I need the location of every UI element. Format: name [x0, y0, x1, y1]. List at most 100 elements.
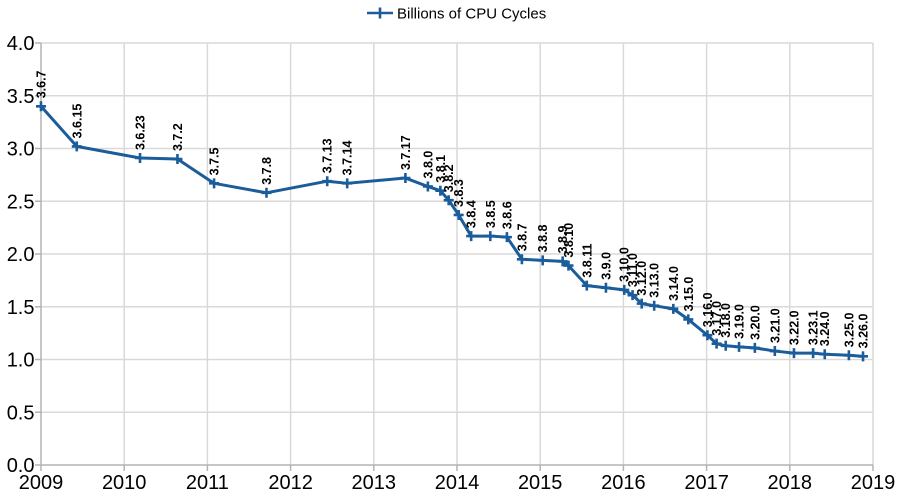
data-point-label: 3.7.2 [171, 123, 185, 151]
plus-marker-icon [720, 340, 731, 351]
data-point-label: 3.7.5 [208, 147, 222, 175]
x-axis-tick-label: 2011 [186, 472, 229, 494]
plus-marker-icon [557, 256, 568, 267]
plus-marker-icon [422, 181, 433, 192]
y-axis-tick-label: 0.0 [7, 455, 35, 477]
plus-marker-icon [808, 348, 819, 359]
plus-marker-icon [322, 176, 333, 187]
data-point-label: 3.15.0 [682, 277, 696, 312]
data-point-label: 3.7.8 [260, 157, 274, 185]
data-point-label: 3.26.0 [857, 314, 871, 349]
data-point-labels: 3.6.7 3.6.15 3.6.23 3.7.2 3.7.5 3.7.8 3.7.13 3.… [35, 70, 871, 348]
y-axis-tick-label: 2.0 [7, 244, 35, 266]
plus-marker-icon [627, 290, 638, 301]
data-point-label: 3.17.0 [710, 301, 724, 336]
data-point-label: 3.14.0 [667, 266, 681, 301]
x-axis-tick-labels: 2009 2010 2011 2012 2013 2014 2015 2016 2017 2018… [19, 472, 896, 494]
data-point-label: 3.16.0 [701, 292, 715, 327]
axes [35, 42, 874, 471]
plus-marker-icon [261, 187, 272, 198]
data-point-label: 3.8.8 [536, 224, 550, 252]
y-axis-tick-label: 1.5 [7, 297, 35, 319]
data-point-label: 3.7.13 [321, 138, 335, 173]
data-point-label: 3.22.0 [787, 310, 801, 345]
plus-marker-icon [435, 185, 446, 196]
plus-marker-icon [563, 260, 574, 271]
plus-marker-icon [858, 351, 869, 362]
data-point-label: 3.6.15 [70, 104, 84, 139]
plus-marker-icon [769, 346, 780, 357]
plus-marker-icon [600, 282, 611, 293]
plus-marker-icon [734, 341, 745, 352]
plus-marker-icon [581, 280, 592, 291]
data-point-label: 3.8.0 [421, 151, 435, 179]
data-point-label: 3.18.0 [719, 303, 733, 338]
plus-marker-icon [209, 178, 220, 189]
x-axis-tick-label: 2018 [768, 472, 813, 494]
plus-marker-icon [342, 178, 353, 189]
plus-marker-icon [843, 350, 854, 361]
plus-marker-icon [711, 338, 722, 349]
data-point-label: 3.8.3 [452, 179, 466, 207]
data-point-label: 3.8.11 [580, 244, 594, 278]
data-point-markers [36, 101, 869, 362]
plus-marker-icon [819, 349, 830, 360]
plus-marker-icon [135, 152, 146, 163]
plus-marker-icon [400, 173, 411, 184]
data-point-label: 3.12.0 [635, 261, 649, 296]
plus-marker-icon [443, 195, 454, 206]
plus-marker-icon [683, 314, 694, 325]
data-point-label: 3.8.2 [442, 164, 456, 192]
x-axis-tick-label: 2014 [435, 472, 480, 494]
data-point-label: 3.8.7 [515, 223, 529, 251]
plus-marker-icon [36, 101, 46, 112]
data-point-label: 3.23.1 [807, 310, 821, 345]
plus-marker-icon [501, 232, 512, 243]
data-point-label: 3.21.0 [768, 308, 782, 343]
data-point-label: 3.8.1 [434, 155, 448, 183]
plus-marker-icon [668, 303, 679, 314]
data-point-label: 3.7.14 [341, 141, 355, 176]
plus-marker-icon [466, 231, 477, 242]
data-point-label: 3.9.0 [599, 252, 613, 280]
plus-marker-icon [619, 284, 630, 295]
data-point-label: 3.20.0 [748, 305, 762, 340]
y-axis-tick-label: 2.5 [7, 191, 35, 213]
data-point-label: 3.24.0 [818, 311, 832, 346]
x-axis-tick-label: 2010 [102, 472, 147, 494]
data-point-label: 3.11.0 [626, 253, 640, 287]
legend: Billions of CPU Cycles [367, 6, 546, 23]
y-axis-tick-label: 4.0 [7, 33, 35, 55]
plus-marker-icon [485, 231, 496, 242]
plus-marker-icon [71, 141, 82, 152]
y-axis-tick-label: 3.0 [7, 139, 35, 161]
data-point-label: 3.10.0 [618, 247, 632, 282]
data-point-label: 3.25.0 [842, 312, 856, 347]
data-point-label: 3.8.6 [500, 201, 514, 229]
data-point-label: 3.19.0 [733, 304, 747, 339]
x-axis-tick-label: 2009 [19, 472, 64, 494]
data-point-label: 3.8.9 [556, 226, 570, 254]
plus-marker-icon [516, 254, 527, 265]
data-point-label: 3.8.5 [484, 200, 498, 228]
x-axis-tick-label: 2019 [851, 472, 896, 494]
x-axis-tick-label: 2015 [518, 472, 563, 494]
y-axis-tick-label: 0.5 [7, 402, 35, 424]
gridlines [41, 42, 874, 465]
legend-line-marker-icon [367, 7, 393, 19]
plus-marker-icon [453, 209, 464, 220]
x-axis-tick-label: 2017 [684, 472, 729, 494]
plus-marker-icon [788, 348, 799, 359]
x-axis-tick-label: 2012 [268, 472, 313, 494]
data-point-label: 3.8.4 [465, 200, 479, 228]
y-axis-tick-label: 3.5 [7, 86, 35, 108]
plus-marker-icon [172, 154, 183, 165]
plus-marker-icon [702, 330, 713, 341]
legend-label: Billions of CPU Cycles [397, 6, 546, 23]
data-point-label: 3.6.7 [35, 70, 49, 98]
y-axis-tick-labels: 0.0 0.5 1.0 1.5 2.0 2.5 3.0 3.5 4.0 [7, 33, 35, 477]
data-point-label: 3.6.23 [134, 115, 148, 150]
plus-marker-icon [749, 342, 760, 353]
